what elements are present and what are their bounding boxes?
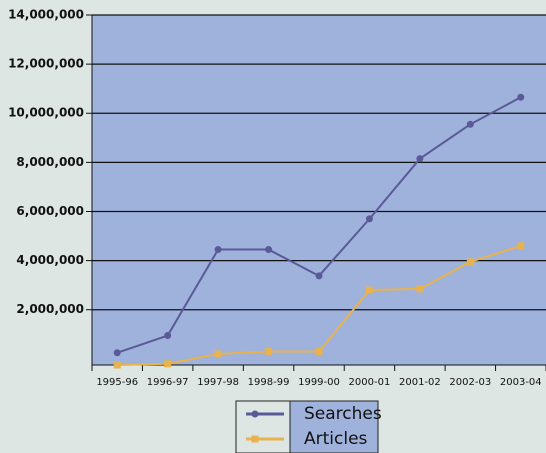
x-tick-label: 1998-99 (248, 377, 290, 388)
point (214, 350, 222, 358)
point (265, 246, 273, 254)
point (315, 347, 323, 355)
point (466, 120, 474, 128)
x-tick-label: 2003-04 (500, 377, 542, 388)
point (113, 361, 121, 369)
x-tick-label: 1995-96 (96, 377, 138, 388)
x-tick-label: 2002-03 (449, 377, 491, 388)
legend-text-area (289, 400, 379, 453)
point (517, 242, 525, 250)
point (365, 215, 373, 223)
point (365, 286, 373, 294)
x-tick-label: 1996-97 (147, 377, 189, 388)
point (251, 410, 259, 418)
x-tick-label: 2001-02 (399, 377, 441, 388)
point (315, 272, 323, 280)
y-tick-label: 6,000,000 (16, 204, 84, 218)
x-tick-label: 2000-01 (349, 377, 391, 388)
y-tick-label: 14,000,000 (8, 8, 84, 22)
point (517, 93, 525, 101)
point (416, 155, 424, 163)
y-tick-label: 12,000,000 (8, 57, 84, 71)
x-tick-label: 1997-98 (197, 377, 239, 388)
point (416, 285, 424, 293)
point (466, 258, 474, 266)
point (214, 246, 222, 254)
point (265, 347, 273, 355)
y-tick-label: 8,000,000 (16, 155, 84, 169)
point (164, 332, 172, 340)
plot-area (92, 15, 546, 365)
y-tick-label: 10,000,000 (8, 106, 84, 120)
x-tick-label: 1999-00 (298, 377, 340, 388)
y-tick-label: 4,000,000 (16, 253, 84, 267)
y-tick-label: 2,000,000 (16, 302, 84, 316)
legend-label: Searches (304, 404, 382, 424)
legend-label: Articles (304, 429, 368, 449)
point (113, 349, 121, 357)
point (251, 435, 259, 443)
point (164, 360, 172, 368)
